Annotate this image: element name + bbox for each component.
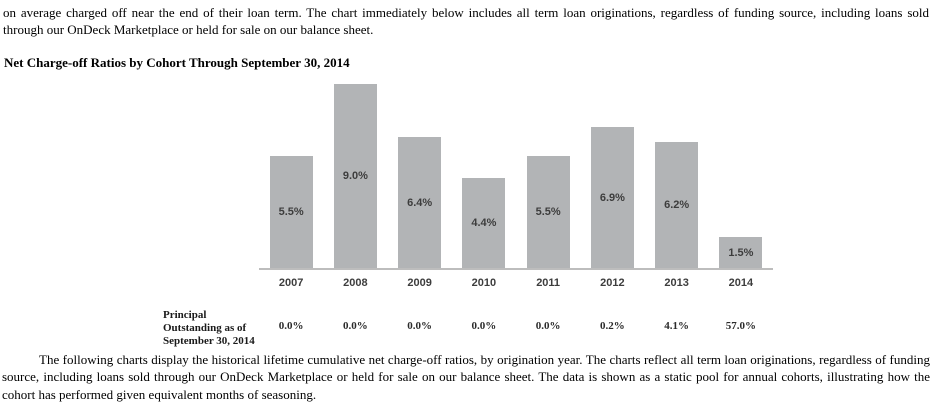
bar-slot: 1.5%: [709, 86, 773, 268]
x-axis-label-2007: 2007: [278, 277, 304, 289]
bar-value-label: 6.2%: [664, 198, 690, 211]
principal-value-2009: 0.0%: [407, 320, 432, 332]
principal-value-2013: 4.1%: [664, 320, 689, 332]
x-axis-label-2009: 2009: [407, 277, 432, 289]
x-axis-label-2014: 2014: [728, 277, 754, 289]
principal-value-2011: 0.0%: [535, 320, 561, 332]
bar-value-label: 5.5%: [535, 205, 561, 218]
x-axis-label-2012: 2012: [600, 277, 625, 289]
principal-row-label: Principal Outstanding as of September 30…: [163, 309, 255, 347]
x-axis-label-2008: 2008: [343, 277, 368, 289]
x-axis-label-2013: 2013: [664, 277, 689, 289]
bar-2008: 9.0%: [333, 84, 377, 268]
x-axis-label-2010: 2010: [471, 277, 497, 289]
principal-value-2007: 0.0%: [278, 320, 304, 332]
paragraph-bottom: The following charts display the histori…: [2, 352, 930, 402]
bar-2014: 1.5%: [719, 237, 763, 268]
bar-value-label: 6.4%: [407, 196, 433, 209]
bar-2011: 5.5%: [526, 155, 570, 268]
bar-value-label: 9.0%: [342, 170, 368, 183]
bar-value-label: 1.5%: [728, 246, 754, 259]
bar-chart: 5.5% 9.0% 6.4% 4.4% 5.5% 6.9% 6.2% 1.5%: [259, 84, 773, 270]
principal-value-2010: 0.0%: [471, 320, 497, 332]
bar-2010: 4.4%: [462, 178, 506, 268]
bar-2012: 6.9%: [590, 127, 634, 268]
bar-slot: 5.5%: [516, 86, 580, 268]
bar-slot: 6.2%: [645, 86, 709, 268]
bar-slot: 6.4%: [388, 86, 452, 268]
bar-slot: 4.4%: [452, 86, 516, 268]
bar-2009: 6.4%: [398, 137, 442, 268]
bar-slot: 6.9%: [580, 86, 644, 268]
bar-slot: 5.5%: [259, 86, 323, 268]
principal-value-2014: 57.0%: [725, 320, 756, 332]
principal-row-values: 0.0% 0.0% 0.0% 0.0% 0.0% 0.2% 4.1% 57.0%: [259, 320, 773, 332]
x-axis-labels: 2007 2008 2009 2010 2011 2012 2013 2014: [259, 277, 773, 289]
principal-value-2008: 0.0%: [343, 320, 368, 332]
bar-slot: 9.0%: [323, 84, 387, 268]
bar-value-label: 4.4%: [471, 217, 497, 230]
principal-value-2012: 0.2%: [600, 320, 625, 332]
x-axis-label-2011: 2011: [536, 277, 561, 289]
bar-value-label: 5.5%: [278, 205, 304, 218]
bar-2007: 5.5%: [269, 155, 313, 268]
bar-2013: 6.2%: [655, 141, 699, 268]
paragraph-top: on average charged off near the end of t…: [3, 5, 929, 38]
bar-value-label: 6.9%: [599, 191, 625, 204]
chart-title: Net Charge-off Ratios by Cohort Through …: [4, 55, 350, 70]
